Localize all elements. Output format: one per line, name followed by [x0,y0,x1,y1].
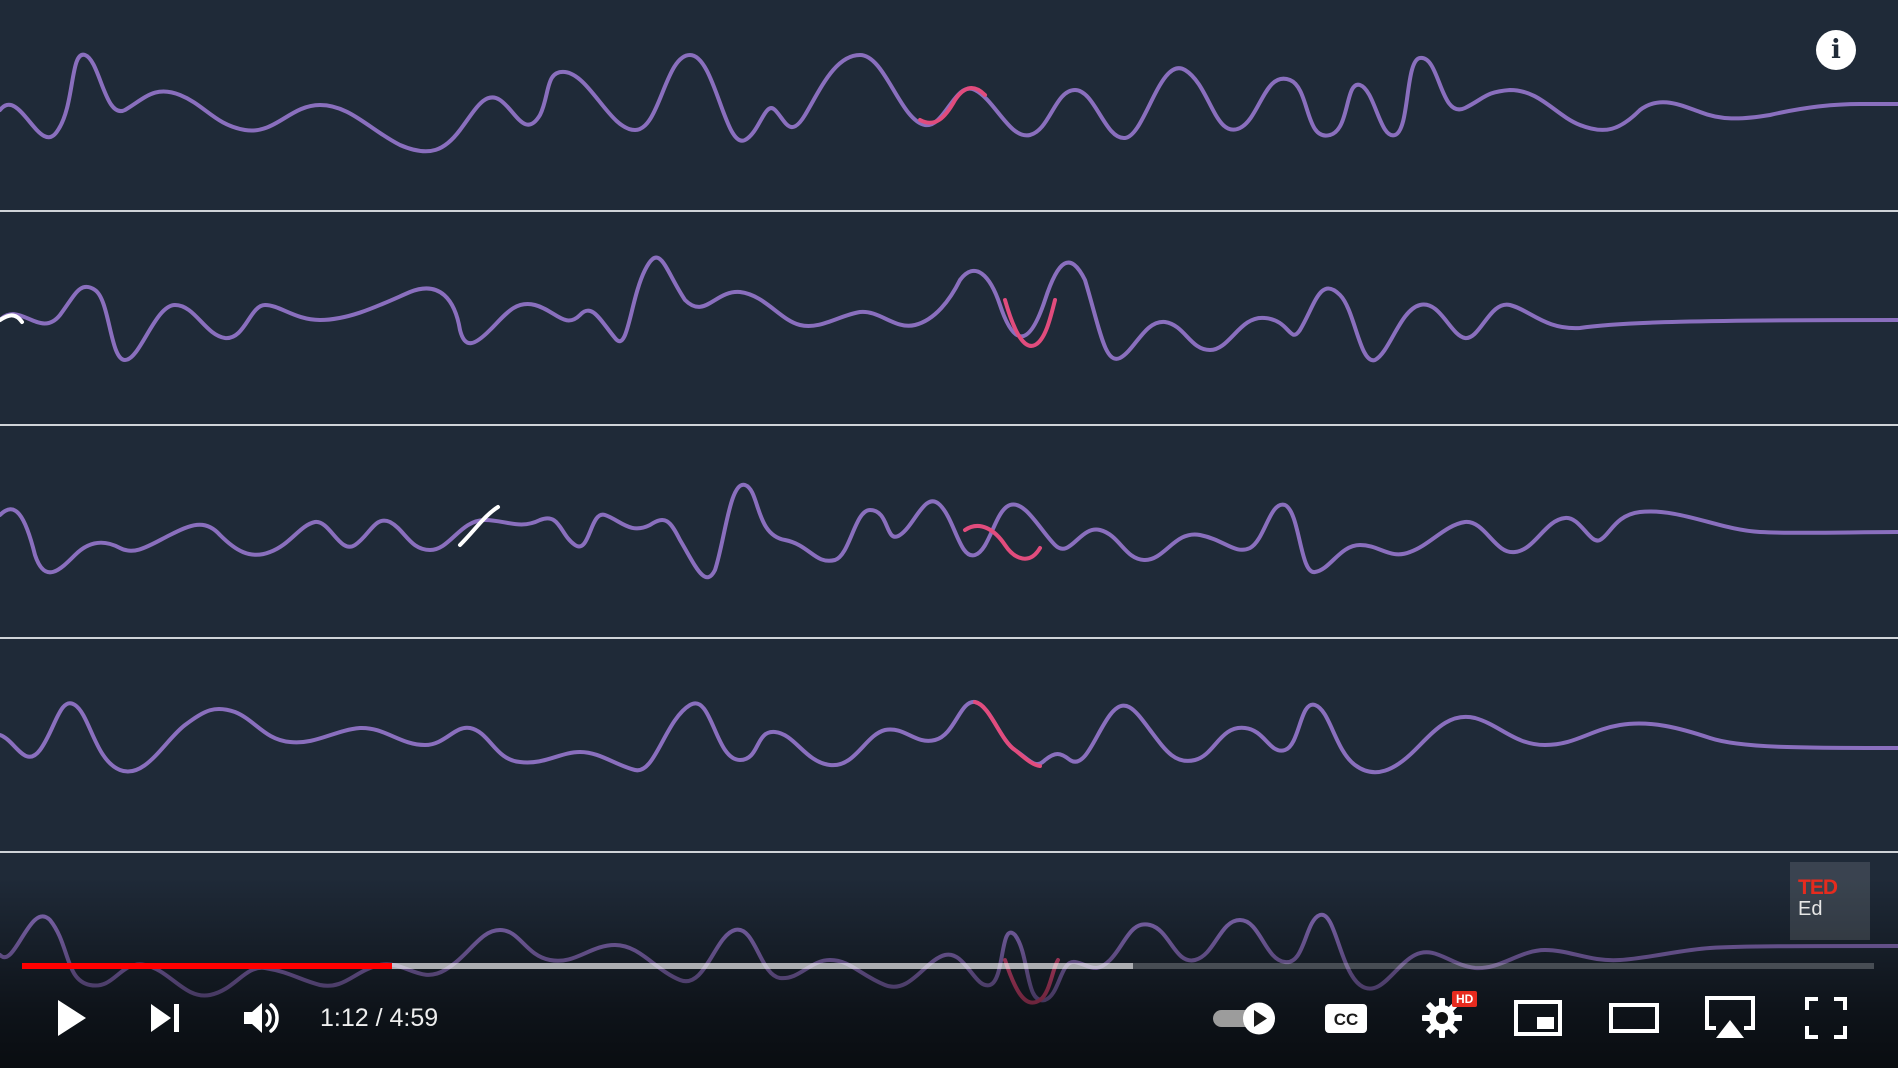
play-button[interactable] [44,990,96,1046]
autoplay-toggle[interactable] [1206,990,1282,1046]
fullscreen-button[interactable] [1798,990,1854,1046]
captions-button[interactable]: CC [1318,990,1374,1046]
waveform-lane-3 [0,482,1898,580]
theater-mode-button[interactable] [1606,990,1662,1046]
waveform-highlight [963,524,1042,561]
volume-icon [244,1003,279,1033]
captions-icon: CC [1325,1004,1367,1033]
airplay-icon [1705,996,1755,1038]
theater-mode-icon [1609,1003,1659,1033]
autoplay-toggle-icon [1213,1002,1275,1035]
fullscreen-icon [1805,997,1847,1039]
hd-badge: HD [1452,991,1478,1007]
ted-ed-watermark[interactable]: TED Ed [1790,862,1870,940]
next-button[interactable] [140,990,192,1046]
waveform-highlight [1003,298,1057,348]
svg-text:CC: CC [1334,1010,1359,1029]
info-label: i [1831,35,1841,65]
waveform-lane-2 [0,255,1898,363]
brand-ed: Ed [1798,898,1823,920]
progress-bar[interactable] [22,963,1874,969]
progress-buffered [22,963,1134,969]
current-time: 1:12 [320,1003,369,1032]
control-bar: 1:12 / 4:59 CC [0,990,1898,1046]
time-separator: / [368,1003,390,1032]
play-icon [58,1000,86,1036]
waveform-cursor [458,505,500,547]
waveform-highlight [918,86,987,125]
progress-played [22,963,393,969]
next-icon [151,1004,179,1032]
miniplayer-icon [1514,1000,1562,1036]
volume-button[interactable] [236,990,288,1046]
waveform-lane-4 [0,700,1898,775]
brand-ted: TED [1798,876,1838,899]
miniplayer-button[interactable] [1510,990,1566,1046]
waveform-lane-5 [0,912,1898,1003]
waveform-lane-1 [0,52,1898,154]
airplay-button[interactable] [1700,990,1760,1046]
time-display: 1:12 / 4:59 [320,990,438,1046]
duration: 4:59 [389,1003,439,1032]
info-icon[interactable]: i [1816,30,1856,70]
waveform-highlight [973,700,1042,768]
waveform-cursor [0,313,24,324]
